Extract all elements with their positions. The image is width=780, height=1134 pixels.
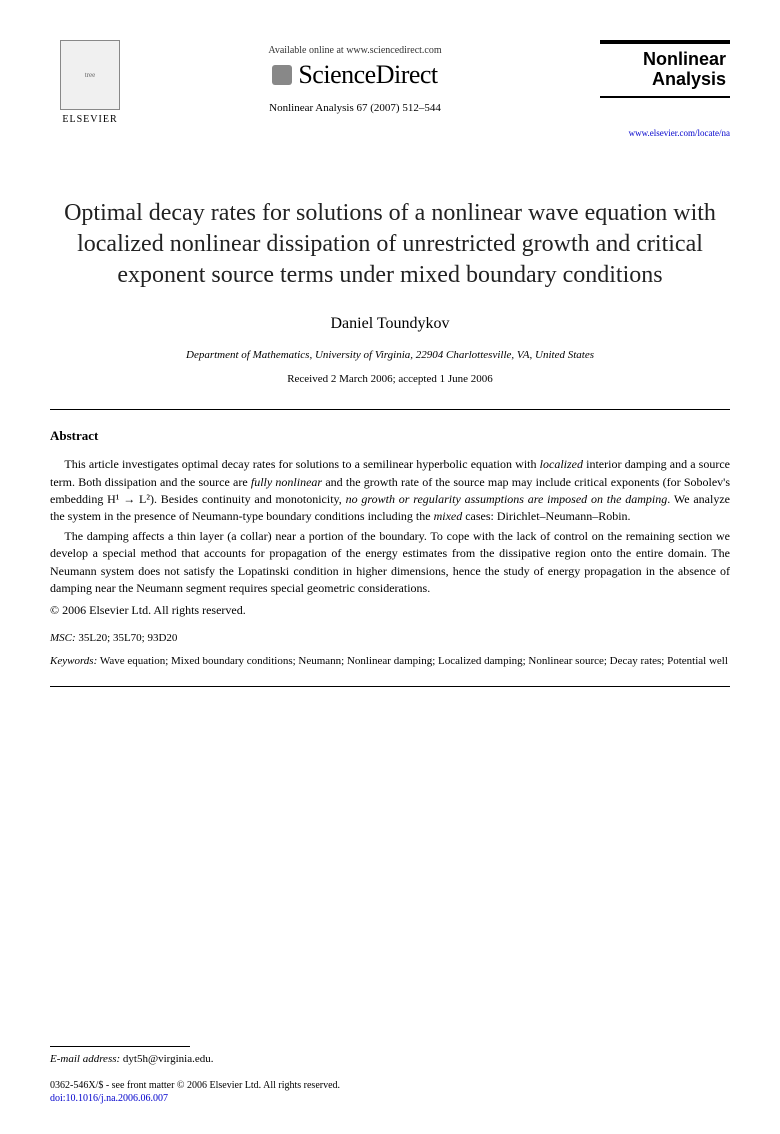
- copyright-line: © 2006 Elsevier Ltd. All rights reserved…: [50, 603, 730, 618]
- divider-bottom: [50, 686, 730, 687]
- keywords-line: Keywords: Wave equation; Mixed boundary …: [50, 654, 730, 669]
- msc-label: MSC:: [50, 632, 76, 644]
- publisher-block: tree ELSEVIER: [50, 40, 130, 125]
- abstract-body: This article investigates optimal decay …: [50, 456, 730, 597]
- journal-url-link[interactable]: www.elsevier.com/locate/na: [629, 128, 730, 138]
- journal-name-line2: Analysis: [604, 70, 726, 90]
- abstract-para-2: The damping affects a thin layer (a coll…: [50, 528, 730, 598]
- keywords-label: Keywords:: [50, 655, 97, 667]
- email-label: E-mail address:: [50, 1053, 123, 1065]
- abstract-heading: Abstract: [50, 428, 730, 444]
- header-right: Nonlinear Analysis www.elsevier.com/loca…: [580, 40, 730, 138]
- header: tree ELSEVIER Available online at www.sc…: [50, 40, 730, 138]
- msc-line: MSC: 35L20; 35L70; 93D20: [50, 632, 730, 644]
- available-online-text: Available online at www.sciencedirect.co…: [268, 45, 441, 56]
- journal-name-line1: Nonlinear: [604, 50, 726, 70]
- journal-reference: Nonlinear Analysis 67 (2007) 512–544: [269, 102, 441, 114]
- elsevier-tree-icon: tree: [60, 40, 120, 110]
- article-title: Optimal decay rates for solutions of a n…: [50, 198, 730, 292]
- abstract-para-1: This article investigates optimal decay …: [50, 456, 730, 526]
- email-address[interactable]: dyt5h@virginia.edu.: [123, 1053, 214, 1065]
- author-name: Daniel Toundykov: [50, 315, 730, 333]
- msc-codes: 35L20; 35L70; 93D20: [76, 632, 178, 644]
- sciencedirect-logo: ScienceDirect: [272, 60, 437, 90]
- journal-title-box: Nonlinear Analysis: [600, 40, 730, 98]
- article-dates: Received 2 March 2006; accepted 1 June 2…: [50, 373, 730, 385]
- page-footer: E-mail address: dyt5h@virginia.edu. 0362…: [50, 1046, 730, 1104]
- keywords-text: Wave equation; Mixed boundary conditions…: [97, 655, 728, 667]
- author-affiliation: Department of Mathematics, University of…: [50, 349, 730, 361]
- front-matter-line: 0362-546X/$ - see front matter © 2006 El…: [50, 1079, 730, 1093]
- email-line: E-mail address: dyt5h@virginia.edu.: [50, 1053, 730, 1065]
- footnote-rule: [50, 1046, 190, 1047]
- header-center: Available online at www.sciencedirect.co…: [130, 40, 580, 114]
- sciencedirect-label: ScienceDirect: [298, 60, 437, 90]
- doi-link[interactable]: doi:10.1016/j.na.2006.06.007: [50, 1093, 730, 1104]
- publisher-name: ELSEVIER: [62, 114, 117, 125]
- sciencedirect-icon: [272, 65, 292, 85]
- divider-top: [50, 409, 730, 410]
